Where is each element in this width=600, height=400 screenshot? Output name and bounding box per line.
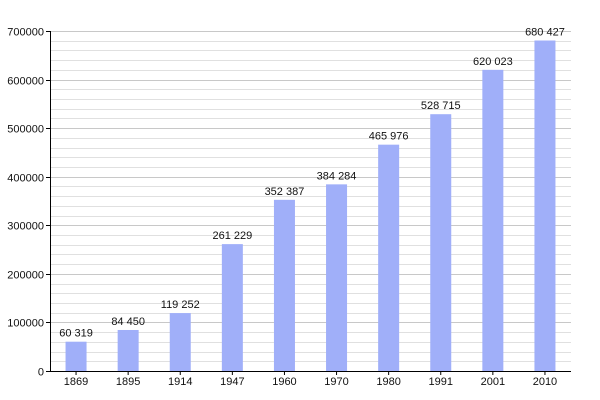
bar-1914 bbox=[169, 313, 191, 371]
bars bbox=[65, 40, 556, 372]
x-tick-label-1960: 1960 bbox=[272, 376, 296, 388]
x-tick-label-1980: 1980 bbox=[376, 376, 400, 388]
data-label-2010: 680 427 bbox=[525, 27, 565, 39]
data-label-2001: 620 023 bbox=[473, 56, 513, 68]
labels: 60 319 1869 84 450 1895 119 252 1914 261 229 19… bbox=[7, 27, 565, 389]
bar-2010 bbox=[534, 40, 556, 371]
bar-1970 bbox=[326, 184, 348, 371]
x-tick-label-2001: 2001 bbox=[481, 376, 505, 388]
data-label-1914: 119 252 bbox=[161, 299, 200, 311]
x-tick-label-1970: 1970 bbox=[324, 376, 348, 388]
y-tick-label: 0 bbox=[38, 367, 44, 379]
data-label-1980: 465 976 bbox=[369, 131, 409, 143]
x-tick-label-1914: 1914 bbox=[168, 376, 192, 388]
y-tick-label: 400000 bbox=[7, 173, 44, 185]
data-label-1960: 352 387 bbox=[265, 186, 305, 198]
bar-1960 bbox=[273, 199, 295, 371]
axes bbox=[46, 31, 571, 375]
data-label-1970: 384 284 bbox=[317, 170, 357, 182]
y-tick-label: 100000 bbox=[7, 318, 44, 330]
bar-1980 bbox=[378, 144, 400, 371]
data-label-1869: 60 319 bbox=[59, 328, 93, 340]
x-tick-label-1991: 1991 bbox=[429, 376, 453, 388]
y-tick-label: 500000 bbox=[7, 124, 44, 136]
y-tick-label: 200000 bbox=[7, 270, 44, 282]
y-tick-label: 600000 bbox=[7, 76, 44, 88]
data-label-1991: 528 715 bbox=[421, 100, 461, 112]
x-tick-label-1869: 1869 bbox=[64, 376, 88, 388]
x-tick-label-1947: 1947 bbox=[220, 376, 244, 388]
bar-1895 bbox=[117, 329, 139, 371]
y-tick-label: 300000 bbox=[7, 221, 44, 233]
y-tick-label: 700000 bbox=[7, 27, 44, 39]
data-label-1947: 261 229 bbox=[212, 230, 252, 242]
x-tick-label-1895: 1895 bbox=[116, 376, 140, 388]
x-tick-label-2010: 2010 bbox=[533, 376, 557, 388]
bar-1991 bbox=[430, 114, 452, 372]
bar-1947 bbox=[221, 244, 243, 371]
data-label-1895: 84 450 bbox=[111, 316, 145, 328]
bar-1869 bbox=[65, 341, 87, 371]
bar-2001 bbox=[482, 69, 504, 371]
